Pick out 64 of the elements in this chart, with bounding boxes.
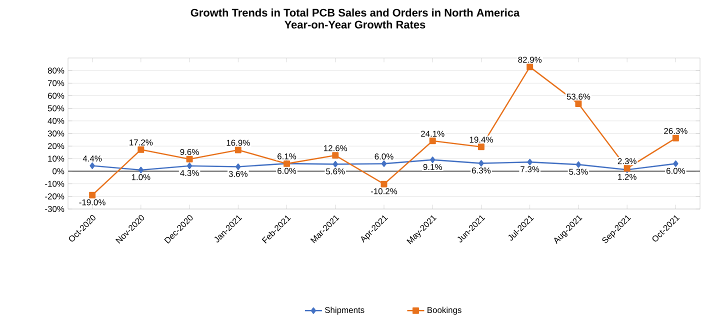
y-tick-label: 70% xyxy=(48,80,64,86)
data-label: 9.1% xyxy=(423,164,442,170)
point xyxy=(526,64,534,70)
data-label: 9.6% xyxy=(180,148,199,155)
data-label: 1.2% xyxy=(618,174,636,180)
point xyxy=(527,158,532,166)
data-label: 24.1% xyxy=(421,130,444,137)
y-tick-label: -10% xyxy=(45,180,64,187)
data-label: 3.6% xyxy=(228,170,248,177)
point xyxy=(138,166,144,174)
chart-title: Growth Trends in Total PCB Sales and Orders in North America xyxy=(190,8,520,17)
data-label: 4.3% xyxy=(180,170,199,176)
point xyxy=(380,180,388,188)
data-label: -19.0% xyxy=(79,199,106,206)
point xyxy=(234,146,242,154)
data-label: 1.0% xyxy=(132,174,150,180)
point xyxy=(576,161,582,168)
point xyxy=(381,160,387,167)
y-tick-label: 60% xyxy=(48,92,64,99)
point xyxy=(672,134,679,142)
y-tick-label: 40% xyxy=(48,118,64,124)
data-label: 6.1% xyxy=(278,153,296,160)
data-label: 6.0% xyxy=(666,168,686,174)
y-tick-label: -20% xyxy=(45,193,64,200)
point xyxy=(478,144,484,150)
y-tick-label: 0% xyxy=(52,168,64,174)
point xyxy=(332,160,338,168)
chart-subtitle: Year-on-Year Growth Rates xyxy=(284,20,426,29)
point xyxy=(90,162,95,169)
data-label: 53.6% xyxy=(566,94,590,100)
data-label: 5.6% xyxy=(326,168,345,174)
data-label: 2.3% xyxy=(618,158,636,164)
y-tick-label: 80% xyxy=(48,68,64,74)
y-tick-label: 50% xyxy=(48,105,64,112)
legend-label: Shipments xyxy=(324,306,364,315)
point xyxy=(429,138,436,144)
legend-label: Bookings xyxy=(428,306,462,315)
data-label: 6.0% xyxy=(374,154,394,160)
data-label: 5.3% xyxy=(569,168,588,175)
point xyxy=(332,152,339,159)
data-label: 16.9% xyxy=(226,140,250,146)
data-label: 26.3% xyxy=(664,128,688,134)
data-label: 6.3% xyxy=(472,168,491,174)
point xyxy=(186,162,192,170)
data-label: 12.6% xyxy=(324,145,348,152)
point xyxy=(430,156,436,164)
point xyxy=(236,163,241,170)
data-label: -10.2% xyxy=(370,188,398,194)
data-label: 82.9% xyxy=(518,56,542,63)
point xyxy=(186,156,193,162)
data-label: 4.4% xyxy=(82,156,102,162)
data-label: 17.2% xyxy=(130,139,153,146)
point xyxy=(478,160,484,167)
y-tick-label: -30% xyxy=(45,206,64,212)
point xyxy=(89,192,96,198)
data-label: 19.4% xyxy=(470,136,493,143)
y-tick-label: 30% xyxy=(48,130,64,136)
y-tick-label: 10% xyxy=(48,156,64,162)
point xyxy=(138,146,144,153)
point xyxy=(673,160,678,167)
y-tick-label: 20% xyxy=(48,143,64,150)
data-label: 7.3% xyxy=(520,166,540,172)
point xyxy=(575,100,582,108)
data-label: 6.0% xyxy=(278,168,296,174)
